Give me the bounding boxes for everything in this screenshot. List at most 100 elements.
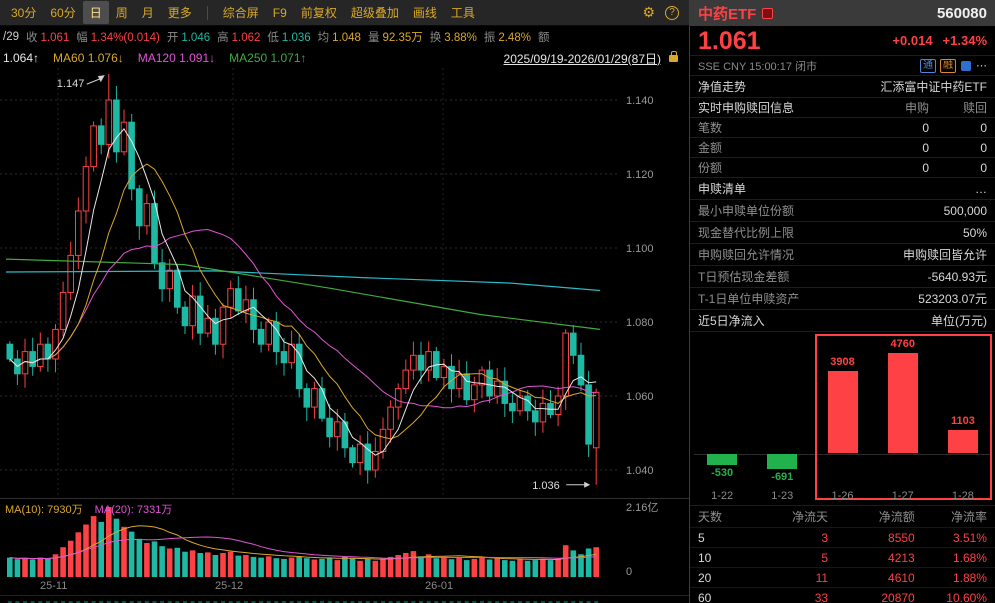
- list-row[interactable]: 申赎清单 …: [690, 178, 995, 200]
- fund-name: 汇添富中证中药ETF: [880, 80, 987, 94]
- lock-icon[interactable]: [669, 50, 678, 62]
- tool-前复权[interactable]: 前复权: [300, 6, 337, 20]
- stat-量: 量 92.35万: [368, 29, 423, 45]
- price-chart[interactable]: 1.140 1.120 1.100 1.080 1.060 1.040 1.147 1.036: [0, 68, 689, 498]
- flow-table: 天数 净流天 净流额 净流率 5 3 8550 3.51% 10 5 4213 1.68% 20…: [690, 506, 995, 603]
- flow-table-row: 10 5 4213 1.68%: [690, 548, 995, 568]
- period-月[interactable]: 月: [141, 6, 154, 20]
- nav-label: 净值走势: [698, 80, 747, 94]
- realtime-rows: 笔数 0 0 金额 0 0 份额 0 0: [690, 118, 995, 178]
- flow-date: 1-22: [711, 490, 734, 502]
- info-label: T日预估现金差额: [698, 270, 790, 284]
- tool-工具[interactable]: 工具: [450, 6, 475, 20]
- header-netamount: 净流额: [878, 510, 915, 524]
- ma-legend-2: MA120 1.091↓: [137, 51, 216, 65]
- help-icon[interactable]: ?: [665, 5, 679, 20]
- period-周[interactable]: 周: [115, 6, 128, 20]
- price-chart-svg[interactable]: 1.140 1.120 1.100 1.080 1.060 1.040 1.147 1.036: [0, 68, 689, 498]
- svg-text:0: 0: [626, 566, 632, 578]
- badge-通[interactable]: 通: [920, 58, 936, 73]
- volume-ma10-label: MA(10): 7930万: [5, 504, 83, 516]
- period-60分[interactable]: 60分: [50, 6, 76, 20]
- tool-画线[interactable]: 画线: [412, 6, 437, 20]
- flow-unit: 单位(万元): [931, 314, 987, 328]
- stat-value: 1.34%(0.014): [90, 32, 160, 44]
- stock-code: 560080: [936, 4, 987, 22]
- stat-label: 量: [367, 32, 380, 44]
- period-30分[interactable]: 30分: [11, 6, 37, 20]
- volume-chart-svg[interactable]: 2.16亿 0: [0, 499, 689, 579]
- stat-label: 振: [483, 32, 496, 44]
- list-label: 申赎清单: [698, 182, 747, 196]
- flow-date: 1-23: [771, 490, 794, 502]
- stat-value: 92.35万: [382, 32, 423, 44]
- cell-days: 5: [698, 530, 705, 545]
- info-row: 现金替代比例上限 50%: [690, 222, 995, 244]
- gear-icon[interactable]: ⚙: [642, 4, 655, 20]
- realtime-header: 实时申购赎回信息 申购 赎回: [690, 98, 995, 118]
- redeem-value: 0: [980, 160, 987, 175]
- ellipsis-icon[interactable]: …: [975, 181, 987, 196]
- volume-ma20-label: MA(20): 7331万: [94, 504, 173, 516]
- cell-value: 5: [821, 550, 829, 565]
- quote-title-bar: 中药ETF 560080: [690, 0, 995, 26]
- tool-综合屏[interactable]: 综合屏: [222, 6, 259, 20]
- price-change: +0.014: [892, 33, 933, 48]
- x-axis-label-2: 26-01: [425, 580, 454, 592]
- flow-bar: [767, 454, 798, 469]
- flow-table-row: 60 33 20870 10.60%: [690, 588, 995, 603]
- price-row: 1.061 +0.014 +1.34%: [690, 26, 995, 56]
- cell-value: 10.60%: [946, 590, 987, 603]
- date-range-label[interactable]: 2025/09/19-2026/01/29(87日): [503, 51, 661, 66]
- stat-value: 3.88%: [444, 32, 477, 44]
- col-redeem: 赎回: [962, 101, 987, 115]
- chart-panel: 30分 60分日周月更多 综合屏 F9 前复权 超级叠加 画线 工具 ⚙ ? /29 收 1.0…: [0, 0, 689, 603]
- toolbar-periods: 30分 60分日周月更多: [4, 1, 199, 24]
- cell-value: 1.68%: [952, 550, 987, 565]
- tool-F9[interactable]: F9: [272, 5, 287, 20]
- flow-date: 1-28: [951, 490, 974, 502]
- stat-低: 低 1.036: [267, 29, 310, 45]
- cell-value: 1.88%: [952, 570, 987, 585]
- stat-均: 均 1.048: [318, 29, 361, 45]
- realtime-row-笔数: 笔数 0 0: [690, 118, 995, 138]
- info-value: 523203.07元: [918, 292, 987, 306]
- header-netrate: 净流率: [950, 510, 987, 524]
- info-value: 500,000: [943, 203, 987, 218]
- ma-legend-3: MA250 1.071↑: [229, 51, 307, 65]
- quote-panel: 中药ETF 560080 1.061 +0.014 +1.34% SSE CNY…: [689, 0, 995, 603]
- more-icon[interactable]: ⋯: [976, 60, 987, 72]
- last-price: 1.061: [698, 26, 761, 55]
- tool-超级叠加[interactable]: 超级叠加: [350, 6, 399, 20]
- svg-text:1.120: 1.120: [626, 169, 654, 181]
- flow-date: 1-27: [891, 490, 914, 502]
- info-value: 50%: [962, 225, 987, 240]
- alert-icon[interactable]: [961, 60, 971, 71]
- flow-col-1-22: -530 1-22: [692, 332, 752, 505]
- cell-days: 20: [698, 570, 712, 585]
- info-label: T-1日单位申赎资产: [698, 292, 800, 306]
- stat-振: 振 2.48%: [484, 29, 531, 45]
- stat-高: 高 1.062: [217, 29, 260, 45]
- svg-text:1.040: 1.040: [626, 465, 654, 477]
- stat-value: 1.046: [181, 32, 211, 44]
- svg-text:1.080: 1.080: [626, 317, 654, 329]
- svg-text:1.140: 1.140: [626, 95, 654, 107]
- svg-text:1.036: 1.036: [532, 480, 560, 492]
- period-更多[interactable]: 更多: [167, 6, 192, 20]
- volume-pane[interactable]: MA(10): 7930万 MA(20): 7331万 2.16亿 0: [0, 498, 689, 578]
- cell-value: 3: [821, 530, 829, 545]
- flow-value: 3908: [830, 355, 855, 368]
- flow-value: -691: [771, 470, 794, 483]
- stock-tag-icon: [762, 7, 774, 19]
- cell-value: 8550: [888, 530, 915, 545]
- stat-value: 1.062: [231, 32, 261, 44]
- badge-融[interactable]: 融: [940, 58, 956, 73]
- ma-legend: 1.064↑ MA60 1.076↓ MA120 1.091↓ MA250 1.071…: [0, 48, 689, 68]
- nav-row[interactable]: 净值走势 汇添富中证中药ETF: [690, 76, 995, 98]
- stat-收: 收 1.061: [26, 29, 69, 45]
- cell-value: 4213: [888, 550, 915, 565]
- x-axis-label-0: 25-11: [40, 580, 68, 592]
- period-日[interactable]: 日: [82, 1, 109, 24]
- range-display: 2025/09/19-2026/01/29(87日): [504, 50, 686, 67]
